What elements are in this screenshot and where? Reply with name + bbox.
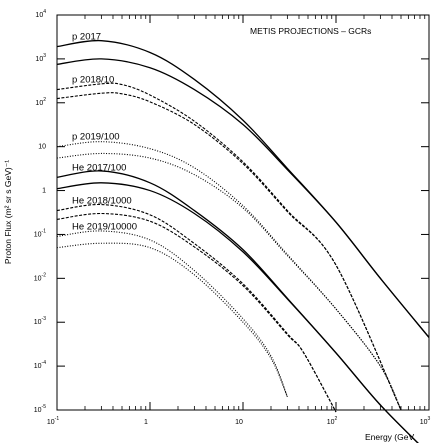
series-label: p 2017 bbox=[72, 32, 101, 43]
series-label: p 2018/10 bbox=[72, 75, 114, 86]
series-line bbox=[56, 58, 430, 338]
series-label: He 2018/1000 bbox=[72, 196, 132, 207]
series-line bbox=[56, 230, 288, 397]
y-tick-label: 10 bbox=[38, 144, 46, 151]
series-label: p 2019/100 bbox=[72, 132, 120, 143]
y-axis-title: Proton Flux (m² sr s GeV)⁻¹ bbox=[3, 160, 13, 264]
series-label: He 2017/100 bbox=[72, 162, 126, 173]
axis-ticks: 10-1 1 10 102 103 10-5 10-4 10-3 10-2 10-1 1 10 102 1… bbox=[34, 9, 431, 426]
y-tick-label: 10-1 bbox=[34, 228, 46, 238]
x-tick-label: 10-1 bbox=[47, 416, 59, 426]
series-line bbox=[56, 82, 402, 411]
series-line bbox=[56, 141, 402, 411]
series-label: He 2019/10000 bbox=[72, 221, 137, 232]
x-tick-label: 102 bbox=[327, 416, 338, 426]
series-labels: p 2017 p 2018/10 p 2019/100 He 2017/100 He 2… bbox=[72, 32, 137, 233]
chart-title: METIS PROJECTIONS – GCRs bbox=[250, 26, 371, 36]
y-tick-label: 10-4 bbox=[34, 360, 46, 370]
y-tick-label: 102 bbox=[35, 97, 46, 107]
series-line bbox=[56, 152, 402, 411]
y-tick-label: 104 bbox=[35, 9, 46, 19]
y-tick-label: 10-3 bbox=[34, 316, 46, 326]
y-tick-label: 10-5 bbox=[34, 404, 46, 414]
x-axis-title: Energy (GeV bbox=[365, 432, 414, 442]
series-line bbox=[56, 212, 337, 413]
x-tick-label: 103 bbox=[420, 416, 431, 426]
series-curves bbox=[56, 39, 430, 448]
x-tick-label: 1 bbox=[144, 419, 148, 426]
y-tick-label: 1 bbox=[42, 188, 46, 195]
y-tick-label: 103 bbox=[35, 53, 46, 63]
series-line bbox=[56, 242, 288, 398]
y-tick-label: 10-2 bbox=[34, 272, 46, 282]
series-line bbox=[56, 92, 402, 411]
x-tick-label: 10 bbox=[235, 419, 243, 426]
series-line bbox=[56, 203, 337, 413]
series-line bbox=[56, 182, 424, 448]
